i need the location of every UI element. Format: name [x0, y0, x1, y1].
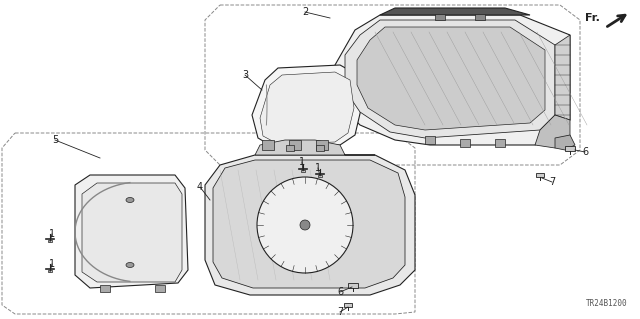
Bar — [155, 285, 165, 292]
Polygon shape — [205, 155, 415, 295]
Text: 1: 1 — [49, 229, 55, 239]
Circle shape — [300, 220, 310, 230]
Polygon shape — [260, 72, 354, 144]
Bar — [565, 145, 575, 151]
Text: 1: 1 — [49, 259, 55, 269]
Bar — [301, 170, 305, 172]
Bar — [47, 270, 52, 272]
Bar — [289, 140, 301, 150]
Text: 4: 4 — [197, 182, 203, 192]
Text: Fr.: Fr. — [584, 13, 600, 23]
Text: 7: 7 — [337, 307, 343, 317]
Bar — [316, 145, 324, 151]
Bar — [47, 240, 52, 242]
Bar — [344, 303, 352, 307]
Bar — [317, 175, 323, 177]
Bar — [262, 140, 274, 150]
Polygon shape — [380, 8, 530, 15]
Polygon shape — [345, 20, 555, 138]
Bar — [100, 285, 110, 292]
Bar — [536, 173, 544, 177]
Bar — [425, 136, 435, 144]
Text: 7: 7 — [549, 177, 555, 187]
Polygon shape — [82, 183, 182, 282]
Polygon shape — [252, 65, 362, 148]
Polygon shape — [255, 140, 375, 155]
Bar — [348, 283, 358, 287]
Text: 1: 1 — [299, 157, 305, 167]
Text: 5: 5 — [52, 135, 58, 145]
Bar — [475, 14, 485, 20]
Text: TR24B1200: TR24B1200 — [586, 299, 628, 308]
Text: 6: 6 — [582, 147, 588, 157]
Ellipse shape — [126, 197, 134, 203]
Polygon shape — [213, 160, 405, 288]
Polygon shape — [75, 175, 188, 288]
Bar — [435, 14, 445, 20]
Polygon shape — [335, 15, 570, 145]
Bar — [460, 139, 470, 147]
Polygon shape — [357, 27, 545, 130]
Text: 3: 3 — [242, 70, 248, 80]
Polygon shape — [535, 115, 570, 148]
Bar — [316, 140, 328, 150]
Bar — [495, 139, 505, 147]
Text: 1: 1 — [315, 163, 321, 173]
Ellipse shape — [126, 263, 134, 268]
Bar — [286, 145, 294, 151]
Circle shape — [257, 177, 353, 273]
Text: 2: 2 — [302, 7, 308, 17]
Text: 6: 6 — [337, 287, 343, 297]
Polygon shape — [555, 135, 575, 150]
Polygon shape — [555, 35, 570, 120]
